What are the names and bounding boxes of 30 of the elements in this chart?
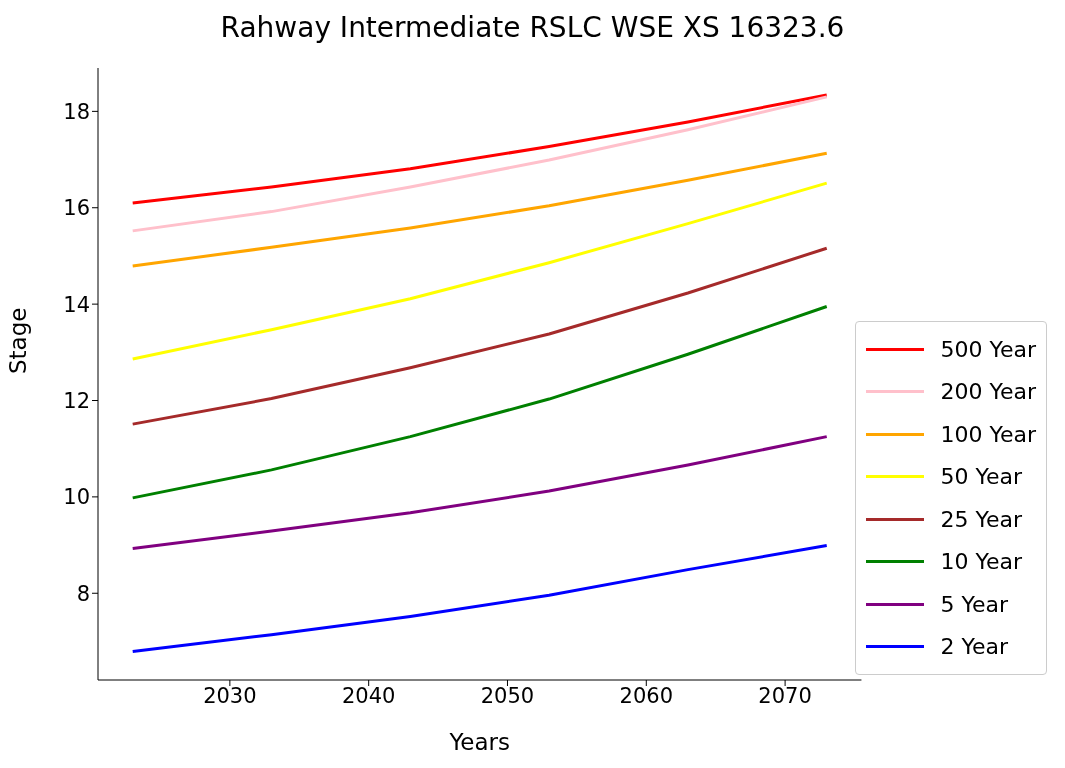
line-series (131, 95, 829, 233)
legend-label: 100 Year (940, 421, 1036, 447)
legend-label: 50 Year (940, 464, 1023, 490)
legend-label: 200 Year (940, 379, 1036, 405)
y-axis-title: Stage (5, 307, 32, 374)
legend-label: 500 Year (940, 336, 1036, 362)
x-tick-label: 2060 (619, 683, 674, 708)
y-tick-label: 14 (63, 292, 90, 317)
x-tick-label: 2050 (480, 683, 535, 708)
x-axis-title: Years (448, 729, 511, 755)
line-series (131, 181, 829, 361)
x-tick-label: 2040 (341, 683, 396, 708)
line-series (131, 246, 829, 426)
line-series (131, 544, 829, 654)
y-tick-label: 18 (63, 99, 90, 124)
line-series (131, 305, 829, 500)
y-tick-label: 10 (63, 485, 90, 510)
legend-label: 10 Year (940, 549, 1023, 575)
legend-label: 5 Year (940, 591, 1009, 617)
line-series (131, 151, 829, 268)
x-tick-label: 2030 (203, 683, 257, 708)
y-tick-label: 8 (76, 581, 90, 606)
y-tick-label: 12 (63, 388, 90, 413)
line-series (131, 93, 829, 205)
chart-title: Rahway Intermediate RSLC WSE XS 16323.6 (219, 10, 846, 46)
legend-label: 25 Year (940, 506, 1023, 532)
y-tick-label: 16 (63, 196, 90, 221)
x-tick-label: 2070 (758, 683, 812, 708)
legend-label: 2 Year (940, 634, 1009, 660)
line-series (131, 435, 829, 550)
